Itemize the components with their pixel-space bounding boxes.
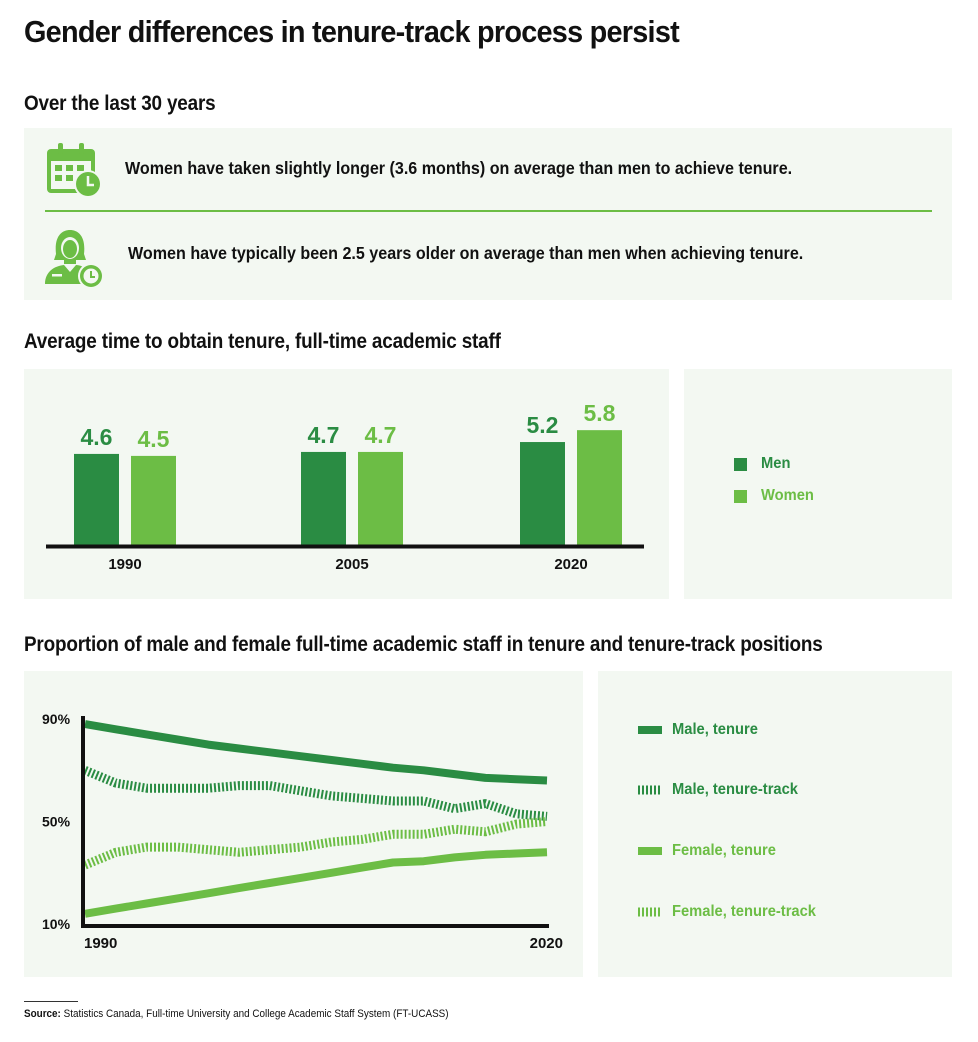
x-tick-label-1990: 1990 xyxy=(84,935,117,952)
source-label: Source: xyxy=(24,1008,61,1020)
bar-men-1990 xyxy=(74,453,119,545)
legend-label-male-tenure: Male, tenure xyxy=(672,721,758,738)
x-tick-label-2020: 2020 xyxy=(530,935,563,952)
legend-label-women: Women xyxy=(761,487,814,504)
calendar-clock-icon xyxy=(47,143,102,198)
fact-text-tenure-age: Women have typically been 2.5 years olde… xyxy=(128,243,804,263)
line-legend-panel: Male, tenure Male, tenure-track Female, … xyxy=(598,671,952,977)
legend-item-male-tenure-track: Male, tenure-track xyxy=(638,781,809,799)
facts-panel xyxy=(24,128,952,300)
legend-swatch-women xyxy=(734,489,747,503)
bar-women-2005 xyxy=(358,451,403,545)
source-line: Source: Statistics Canada, Full-time Uni… xyxy=(24,1008,449,1020)
legend-item-women: Women xyxy=(734,487,818,505)
fact-text-tenure-time: Women have taken slightly longer (3.6 mo… xyxy=(125,158,793,178)
bar-label-men-2005: 4.7 xyxy=(308,422,340,448)
y-tick-label-50: 50% xyxy=(42,814,71,830)
line-chart-title: Proportion of male and female full-time … xyxy=(24,633,823,656)
bar-legend-panel: Men Women xyxy=(684,369,952,599)
woman-clock-icon xyxy=(45,230,104,289)
x-tick-label-2005: 2005 xyxy=(335,556,368,573)
bar-men-2005 xyxy=(301,451,346,545)
bar-women-1990 xyxy=(131,455,176,545)
legend-label-female-tenure-track: Female, tenure-track xyxy=(672,903,816,920)
legend-item-female-tenure-track: Female, tenure-track xyxy=(638,903,829,921)
legend-swatch-male-tenure xyxy=(638,726,662,734)
legend-swatch-male-tenure-track xyxy=(638,785,662,795)
legend-item-male-tenure: Male, tenure xyxy=(638,721,765,739)
legend-swatch-men xyxy=(734,457,747,471)
legend-item-female-tenure: Female, tenure xyxy=(638,842,785,860)
y-tick-label-10: 10% xyxy=(42,916,71,932)
legend-label-male-tenure-track: Male, tenure-track xyxy=(672,781,798,798)
page-title: Gender differences in tenure-track proce… xyxy=(24,14,680,49)
bar-label-women-2005: 4.7 xyxy=(365,422,397,448)
bar-chart: 4.6 4.5 1990 4.7 4.7 2005 5.2 5.8 2020 xyxy=(46,400,644,573)
bar-label-women-1990: 4.5 xyxy=(138,426,170,452)
facts-divider xyxy=(45,210,932,212)
bar-label-men-2020: 5.2 xyxy=(527,412,559,438)
bar-chart-title: Average time to obtain tenure, full-time… xyxy=(24,330,501,353)
source-rule xyxy=(24,1001,78,1002)
bar-men-2020 xyxy=(520,442,565,545)
bar-label-men-1990: 4.6 xyxy=(81,424,113,450)
legend-label-female-tenure: Female, tenure xyxy=(672,842,776,859)
bar-women-2020 xyxy=(577,430,622,545)
legend-item-men: Men xyxy=(734,455,793,473)
series-line-male-tenure xyxy=(84,720,548,785)
facts-heading: Over the last 30 years xyxy=(24,92,216,115)
y-tick-label-90: 90% xyxy=(42,711,71,727)
line-chart: 90% 50% 10% 1990 2020 xyxy=(42,711,563,952)
legend-label-men: Men xyxy=(761,455,791,472)
legend-swatch-female-tenure-track xyxy=(638,907,662,917)
bar-label-women-2020: 5.8 xyxy=(584,400,616,426)
series-line-female-tenure xyxy=(84,848,548,918)
legend-swatch-female-tenure xyxy=(638,847,662,855)
x-tick-label-1990: 1990 xyxy=(108,556,141,573)
x-tick-label-2020: 2020 xyxy=(554,556,587,573)
series-line-female-tenure-track xyxy=(83,817,548,870)
source-text: Statistics Canada, Full-time University … xyxy=(63,1008,449,1020)
